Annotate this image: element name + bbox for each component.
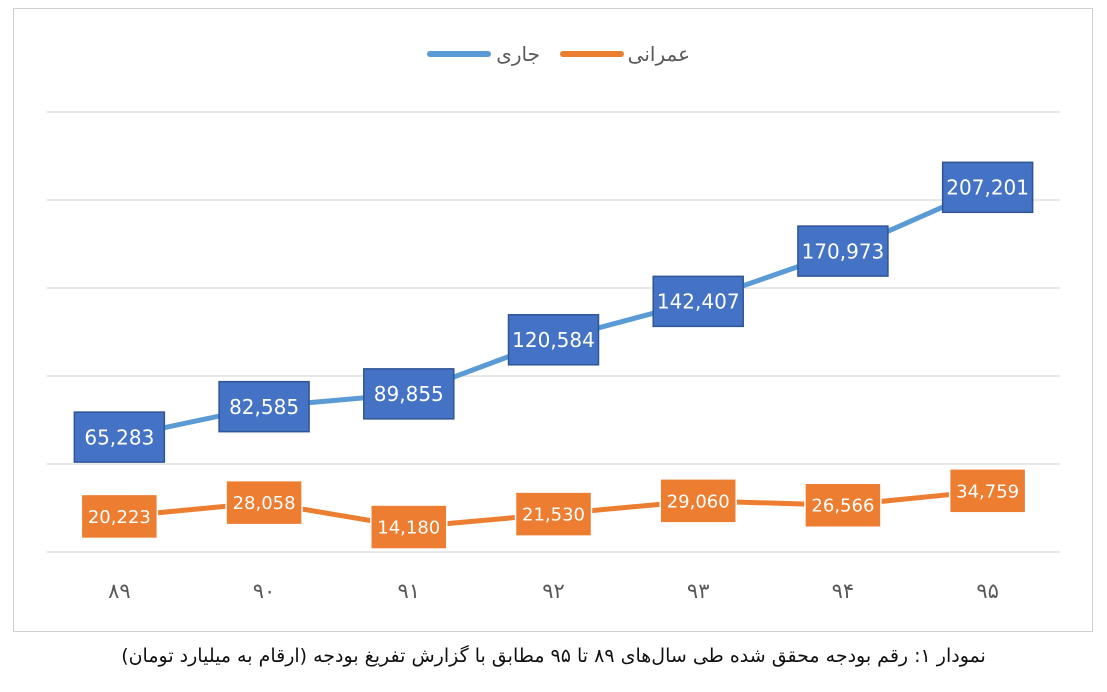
data-label-text: 65,283 — [84, 425, 154, 449]
data-label-box — [941, 161, 1034, 214]
data-label: 21,530 — [514, 491, 593, 537]
data-label: 170,973 — [797, 225, 889, 277]
data-label: 65,283 — [73, 411, 166, 463]
data-label: 20,223 — [80, 493, 159, 540]
data-label-text: 89,855 — [374, 382, 444, 406]
data-label-text: 120,584 — [512, 328, 595, 352]
legend-label: جاری — [496, 42, 540, 66]
data-label-text: 29,060 — [667, 491, 730, 512]
data-label-box — [218, 380, 310, 433]
data-label-text: 21,530 — [522, 505, 585, 526]
data-label-text: 170,973 — [802, 239, 885, 263]
legend-item: عمرانی — [560, 42, 690, 66]
line-chart: 65,283 82,585 89,855 120,584 142,407 170,973 2… — [47, 42, 1060, 603]
data-label: 120,584 — [507, 314, 600, 366]
data-label: 207,201 — [941, 161, 1034, 214]
data-label-box — [363, 368, 455, 420]
data-label: 29,060 — [659, 478, 737, 524]
legend-label: عمرانی — [628, 42, 690, 66]
data-label-box — [659, 478, 737, 524]
data-label-box — [514, 491, 593, 537]
figure-caption: نمودار ۱: رقم بودجه محقق شده طی سال‌های … — [121, 645, 986, 667]
x-tick-label: ۹۱ — [398, 579, 421, 603]
data-label-box — [797, 225, 889, 277]
x-tick-label: ۸۹ — [108, 579, 131, 603]
x-axis: ۸۹ ۹۰ ۹۱ ۹۲ ۹۳ ۹۴ ۹۵ — [108, 579, 999, 603]
x-tick-label: ۹۵ — [976, 579, 999, 603]
x-tick-label: ۹۳ — [687, 579, 710, 603]
data-label: 89,855 — [363, 368, 455, 420]
data-label-box — [652, 275, 744, 328]
data-label: 82,585 — [218, 380, 310, 433]
data-label-text: 28,058 — [233, 493, 296, 514]
data-label: 14,180 — [370, 504, 448, 550]
data-label-box — [507, 314, 600, 366]
data-label: 34,759 — [948, 468, 1027, 514]
data-label: 142,407 — [652, 275, 744, 328]
data-label-text: 34,759 — [956, 481, 1019, 502]
data-label-box — [370, 504, 448, 550]
data-label-text: 20,223 — [88, 507, 151, 528]
data-label-box — [225, 479, 303, 526]
legend: جاری عمرانی — [427, 42, 690, 66]
gridlines — [47, 111, 1060, 553]
data-label-text: 142,407 — [657, 290, 740, 314]
data-label-box — [948, 468, 1027, 514]
data-label: 26,566 — [804, 482, 882, 528]
data-label: 28,058 — [225, 479, 303, 526]
data-labels: 65,283 82,585 89,855 120,584 142,407 170,973 2… — [73, 161, 1034, 550]
data-label-box — [73, 411, 166, 463]
x-tick-label: ۹۲ — [542, 579, 565, 603]
x-tick-label: ۹۴ — [832, 579, 855, 603]
data-label-text: 82,585 — [229, 395, 299, 419]
data-label-box — [80, 493, 159, 540]
data-label-text: 26,566 — [811, 496, 874, 517]
data-label-box — [804, 482, 882, 528]
data-label-text: 207,201 — [946, 176, 1029, 200]
x-tick-label: ۹۰ — [253, 579, 276, 603]
data-label-text: 14,180 — [377, 518, 440, 539]
legend-item: جاری — [427, 42, 540, 66]
